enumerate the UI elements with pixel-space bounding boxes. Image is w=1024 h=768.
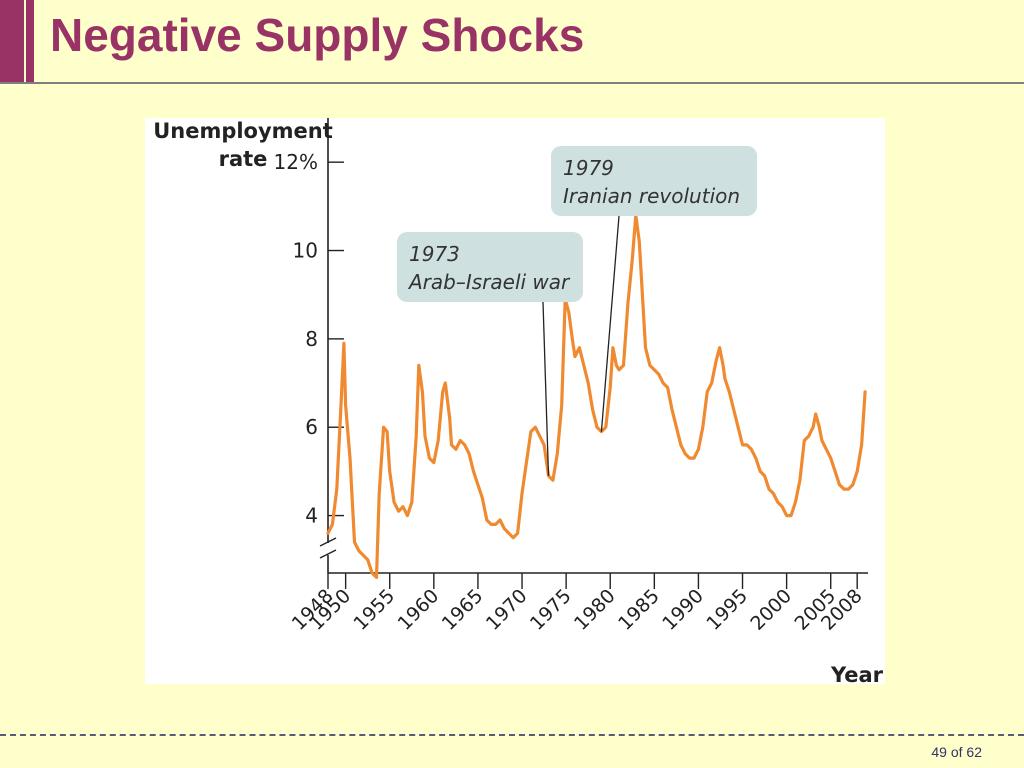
annotation-year: 1979 (563, 156, 614, 180)
title-accent-stripe (26, 0, 34, 82)
y-tick-label: 4 (305, 504, 318, 528)
unemployment-series-line (326, 213, 867, 579)
x-tick-label: 1965 (438, 585, 488, 635)
annotation-event: Arab–Israeli war (407, 270, 571, 294)
axis-break-mark (319, 549, 337, 559)
annotation-callout: 1973 Arab–Israeli war (397, 232, 583, 476)
footer-divider (0, 734, 1024, 736)
x-axis-label: Year (830, 663, 884, 684)
chart-panel: Unemployment rate 4 6 8 10 12% 1948 1950 1955 1960… (145, 118, 885, 684)
page-number: 49 of 62 (931, 744, 982, 760)
x-tick-label: 1990 (658, 585, 708, 635)
x-tick-label: 1985 (614, 585, 664, 635)
annotation-box (551, 146, 757, 216)
title-accent-bar (0, 0, 24, 82)
y-axis-label: Unemployment rate (153, 119, 333, 171)
x-tick-label: 1960 (394, 585, 444, 635)
y-tick-label: 10 (293, 239, 318, 263)
annotation-year: 1973 (409, 242, 460, 266)
x-tick-label: 2000 (746, 585, 796, 635)
annotation-box (397, 232, 583, 302)
y-tick-label: 12% (274, 150, 318, 174)
annotation-pointer (600, 215, 620, 432)
x-tick-label: 1995 (702, 585, 752, 635)
x-tick-label: 1980 (570, 585, 620, 635)
x-tick-label: 1955 (350, 585, 400, 635)
annotation-callout: 1979 Iranian revolution (551, 146, 757, 432)
axis-break-mark (319, 537, 337, 547)
annotation-pointer (542, 301, 550, 476)
y-tick-label: 8 (305, 327, 318, 351)
x-tick-label: 1970 (482, 585, 532, 635)
unemployment-line-chart: Unemployment rate4681012%1948195019551960… (153, 118, 884, 684)
slide-title: Negative Supply Shocks (50, 9, 585, 61)
annotation-event: Iranian revolution (563, 184, 740, 208)
x-tick-label: 1975 (526, 585, 576, 635)
y-tick-label: 6 (305, 415, 318, 439)
title-divider (0, 82, 1024, 84)
